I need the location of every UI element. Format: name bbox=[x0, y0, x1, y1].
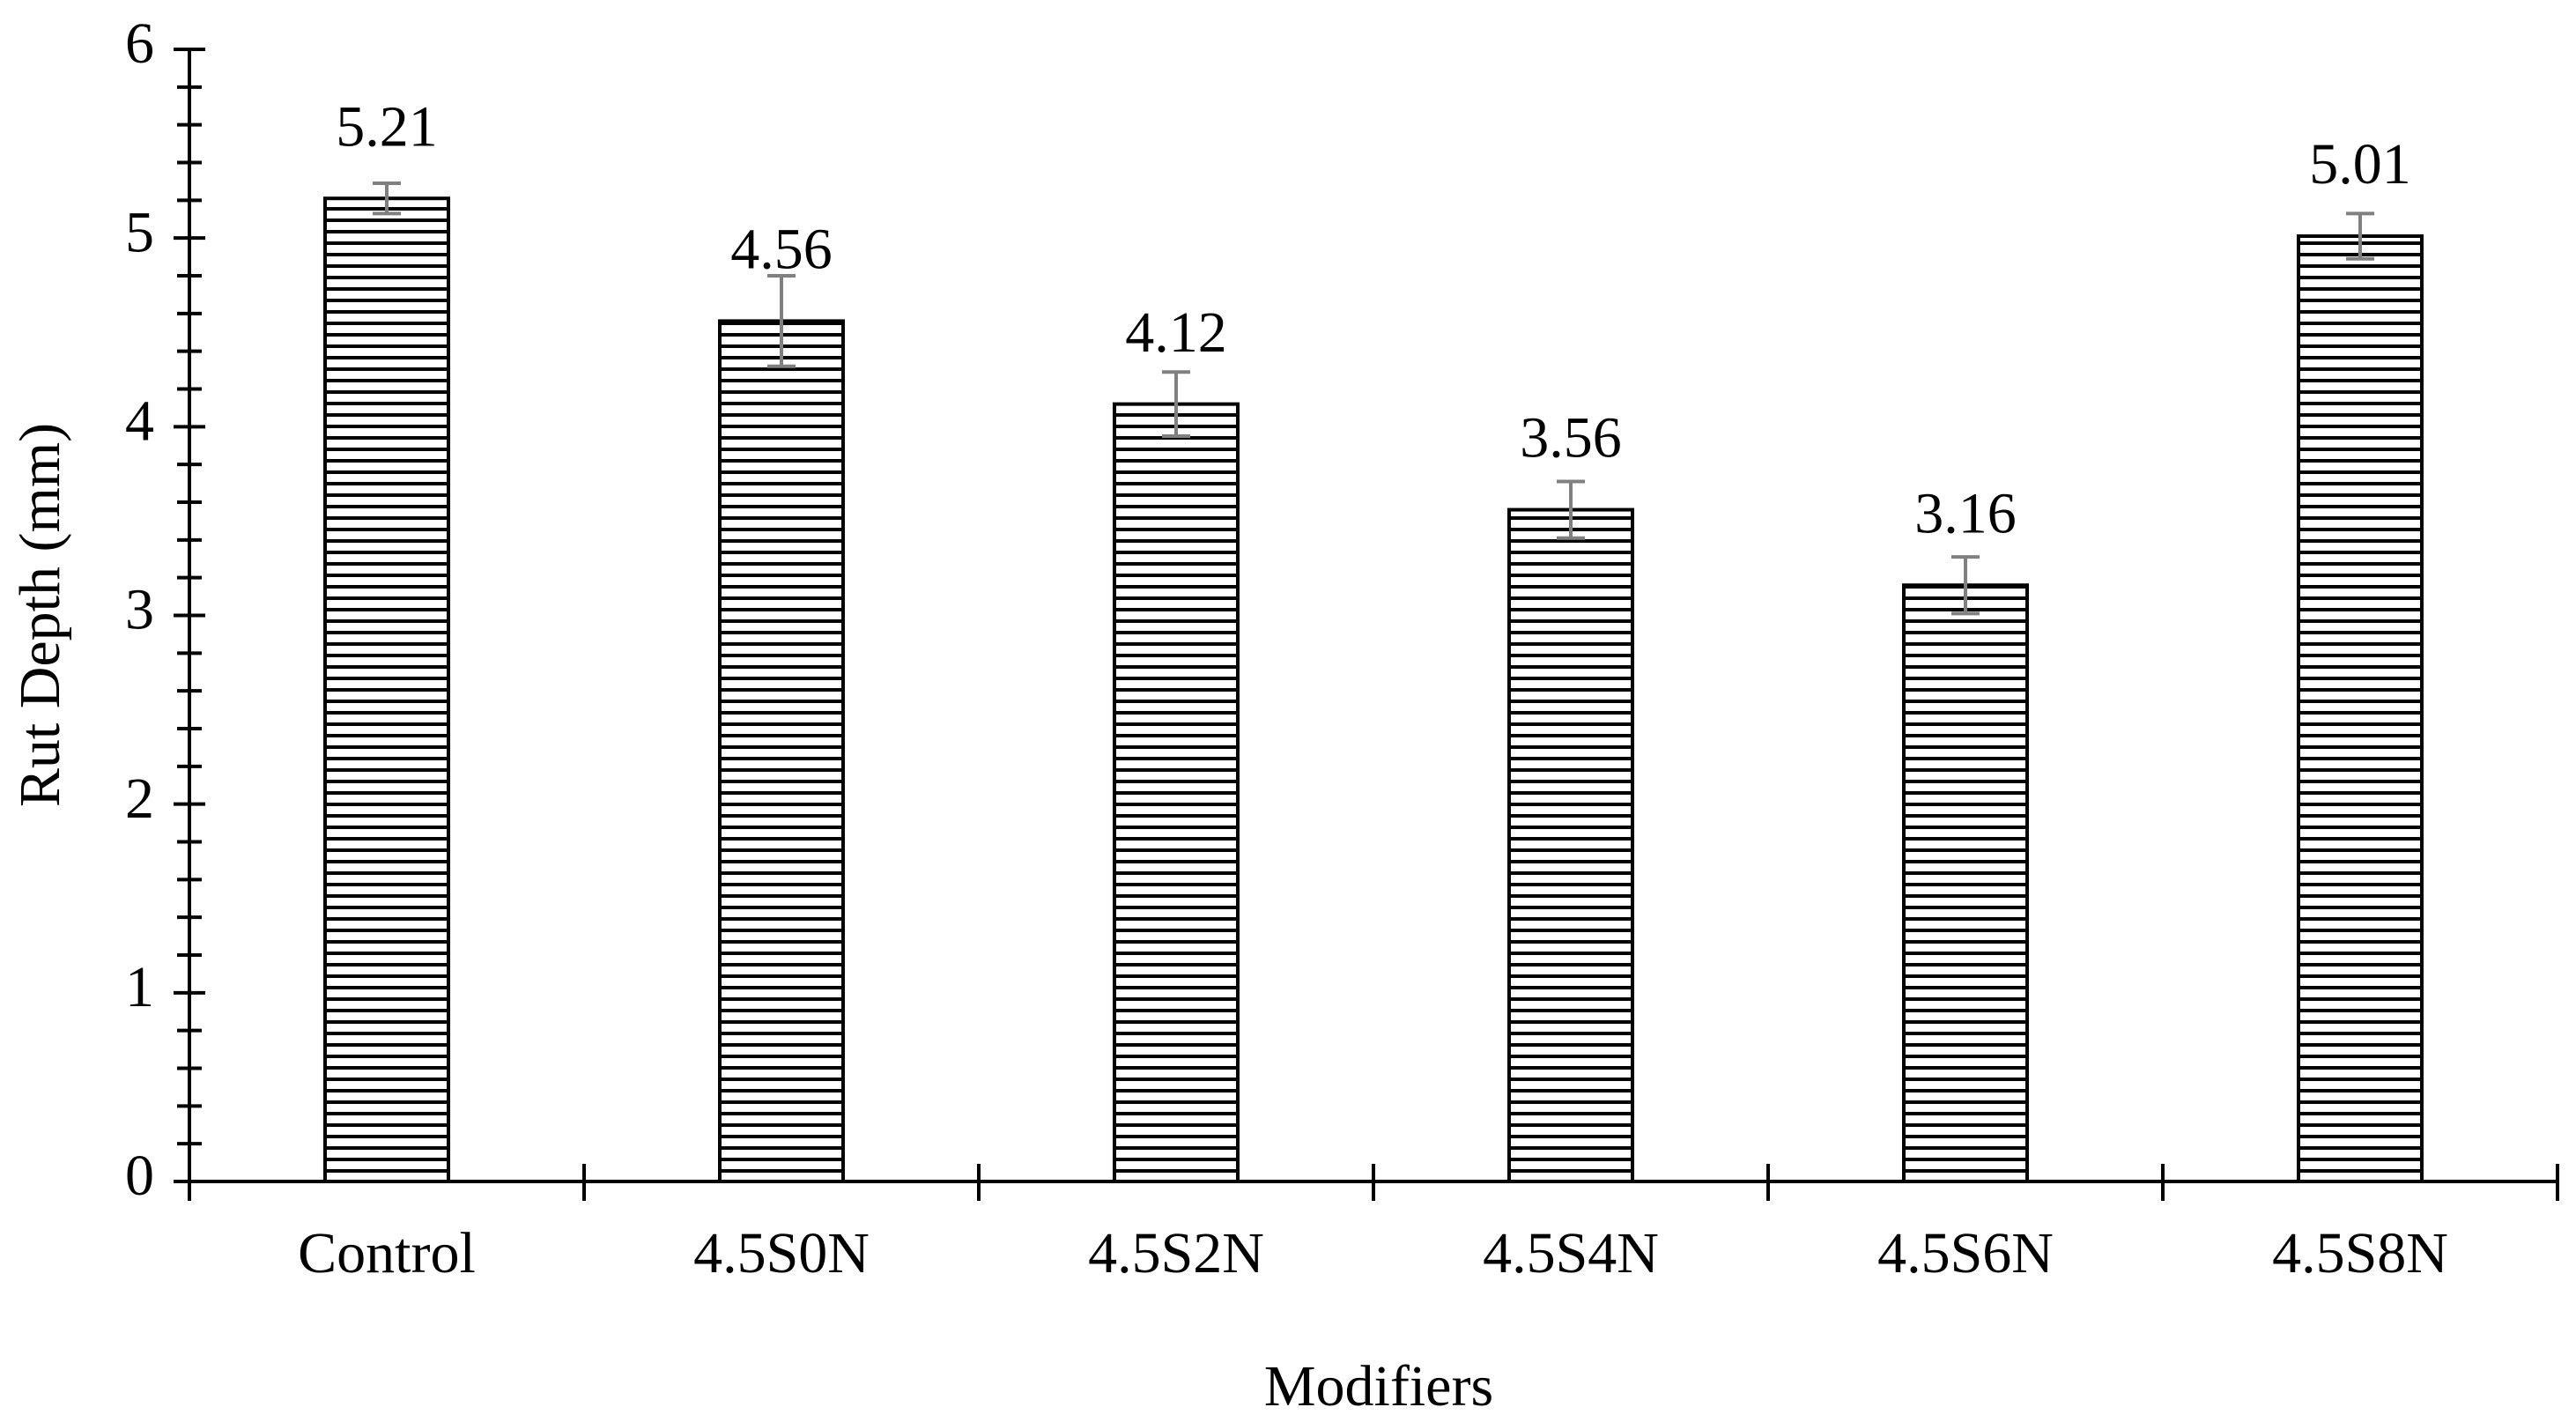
error-bar bbox=[2346, 211, 2374, 261]
value-label: 5.21 bbox=[336, 94, 438, 159]
value-label: 3.56 bbox=[1520, 406, 1622, 470]
x-tick-label: Control bbox=[298, 1221, 476, 1285]
y-tick-label: 6 bbox=[125, 11, 154, 76]
error-bar bbox=[1162, 370, 1190, 439]
bar bbox=[2297, 234, 2424, 1183]
y-axis-label: Rut Depth (mm) bbox=[8, 423, 72, 807]
bar bbox=[1507, 507, 1634, 1183]
error-bar bbox=[767, 274, 796, 368]
error-bar bbox=[1951, 555, 1980, 616]
x-tick-label: 4.5S6N bbox=[1877, 1221, 2054, 1285]
bar bbox=[323, 196, 450, 1184]
bar bbox=[718, 319, 845, 1183]
y-tick-label: 5 bbox=[125, 200, 154, 264]
x-tick-label: 4.5S2N bbox=[1088, 1221, 1264, 1285]
error-bar bbox=[1557, 479, 1585, 540]
y-tick-label: 3 bbox=[125, 578, 154, 642]
y-tick-label: 1 bbox=[125, 955, 154, 1019]
value-label: 4.56 bbox=[730, 218, 833, 282]
y-tick-label: 2 bbox=[125, 767, 154, 831]
bar bbox=[1113, 402, 1240, 1183]
x-tick-label: 4.5S8N bbox=[2272, 1221, 2448, 1285]
x-tick-label: 4.5S0N bbox=[693, 1221, 870, 1285]
value-label: 3.16 bbox=[1914, 481, 2017, 545]
x-axis-label: Modifiers bbox=[1264, 1354, 1493, 1418]
y-tick-label: 0 bbox=[125, 1144, 154, 1208]
y-tick-label: 4 bbox=[125, 389, 154, 453]
x-tick-label: 4.5S4N bbox=[1483, 1221, 1659, 1285]
value-label: 5.01 bbox=[2309, 132, 2411, 196]
bar bbox=[1902, 583, 2029, 1183]
value-label: 4.12 bbox=[1125, 300, 1227, 365]
error-bar bbox=[373, 181, 401, 216]
